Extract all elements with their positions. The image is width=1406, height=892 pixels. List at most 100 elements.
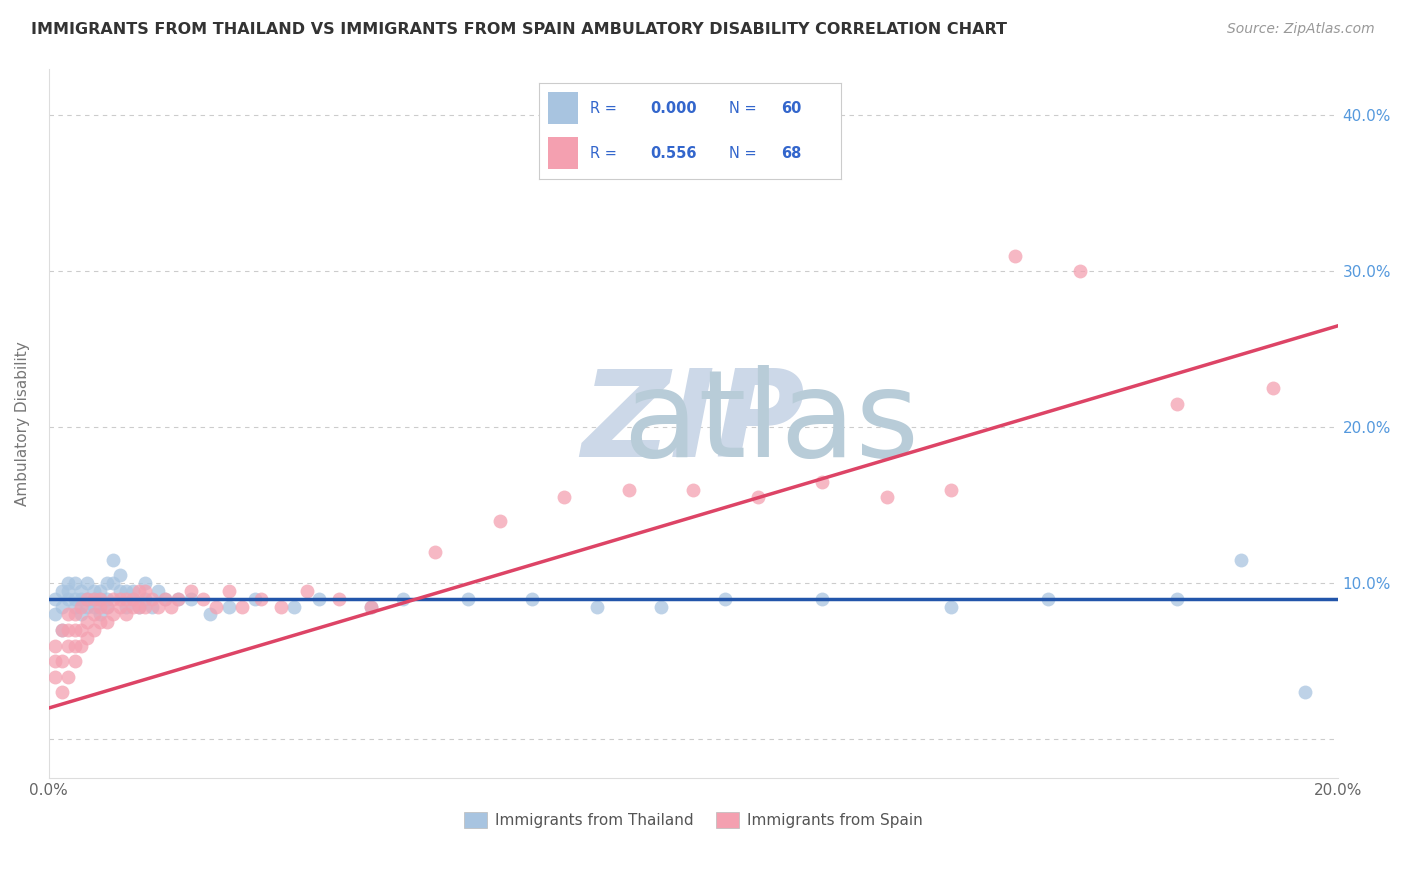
Point xyxy=(70,599,93,614)
Point xyxy=(714,591,737,606)
Point xyxy=(180,591,202,606)
Point xyxy=(205,599,228,614)
Point xyxy=(128,599,150,614)
Point xyxy=(682,483,704,497)
Point xyxy=(63,576,86,591)
Point xyxy=(89,584,111,599)
Point xyxy=(56,639,79,653)
Point xyxy=(1004,249,1026,263)
Point xyxy=(489,514,512,528)
Point xyxy=(70,607,93,622)
Point xyxy=(148,599,170,614)
Point xyxy=(250,591,273,606)
Point xyxy=(89,591,111,606)
Point xyxy=(108,591,131,606)
Point xyxy=(51,685,73,699)
Point xyxy=(1230,553,1253,567)
Text: atlas: atlas xyxy=(468,365,918,482)
Point xyxy=(63,623,86,637)
Point xyxy=(115,599,138,614)
Point xyxy=(160,599,183,614)
Point xyxy=(148,584,170,599)
Point xyxy=(650,599,672,614)
Point xyxy=(44,639,66,653)
Point xyxy=(1263,381,1285,395)
Point xyxy=(103,591,125,606)
Point xyxy=(392,591,415,606)
Legend: Immigrants from Thailand, Immigrants from Spain: Immigrants from Thailand, Immigrants fro… xyxy=(458,806,928,834)
Point xyxy=(51,654,73,668)
Point xyxy=(51,623,73,637)
Point xyxy=(1166,397,1188,411)
Point xyxy=(520,591,543,606)
Point xyxy=(44,607,66,622)
Point xyxy=(83,607,105,622)
Point xyxy=(51,584,73,599)
Point xyxy=(76,591,98,606)
Point xyxy=(585,599,607,614)
Point xyxy=(89,599,111,614)
Y-axis label: Ambulatory Disability: Ambulatory Disability xyxy=(15,341,30,506)
Point xyxy=(121,584,143,599)
Point xyxy=(63,591,86,606)
Point xyxy=(193,591,215,606)
Point xyxy=(115,591,138,606)
Point xyxy=(76,576,98,591)
Point xyxy=(108,568,131,582)
Point xyxy=(70,584,93,599)
Point xyxy=(747,491,769,505)
Point xyxy=(811,475,834,489)
Text: Source: ZipAtlas.com: Source: ZipAtlas.com xyxy=(1227,22,1375,37)
Point xyxy=(76,615,98,630)
Point xyxy=(134,599,156,614)
Point xyxy=(134,576,156,591)
Point xyxy=(308,591,330,606)
Point xyxy=(153,591,176,606)
Point xyxy=(134,584,156,599)
Point xyxy=(141,591,163,606)
Point xyxy=(96,599,118,614)
Point xyxy=(328,591,350,606)
Point xyxy=(198,607,221,622)
Point xyxy=(166,591,188,606)
Point xyxy=(295,584,318,599)
Point xyxy=(103,607,125,622)
Point xyxy=(56,576,79,591)
Point xyxy=(44,591,66,606)
Point xyxy=(121,591,143,606)
Point xyxy=(153,591,176,606)
Point xyxy=(243,591,266,606)
Point xyxy=(63,639,86,653)
Point xyxy=(89,607,111,622)
Point xyxy=(141,599,163,614)
Point xyxy=(218,599,240,614)
Point xyxy=(56,607,79,622)
Point xyxy=(108,584,131,599)
Point xyxy=(360,599,382,614)
Point xyxy=(180,584,202,599)
Point xyxy=(56,591,79,606)
Point xyxy=(425,545,447,559)
Point xyxy=(70,639,93,653)
Point xyxy=(70,623,93,637)
Point xyxy=(121,591,143,606)
Point xyxy=(76,631,98,645)
Point xyxy=(83,623,105,637)
Point xyxy=(166,591,188,606)
Text: ZIP: ZIP xyxy=(581,365,806,482)
Point xyxy=(63,599,86,614)
Point xyxy=(76,591,98,606)
Point xyxy=(56,623,79,637)
Point xyxy=(115,607,138,622)
Point xyxy=(96,599,118,614)
Point xyxy=(83,591,105,606)
Point xyxy=(617,483,640,497)
Point xyxy=(76,599,98,614)
Point xyxy=(51,623,73,637)
Point xyxy=(1166,591,1188,606)
Point xyxy=(96,591,118,606)
Point xyxy=(134,591,156,606)
Text: IMMIGRANTS FROM THAILAND VS IMMIGRANTS FROM SPAIN AMBULATORY DISABILITY CORRELAT: IMMIGRANTS FROM THAILAND VS IMMIGRANTS F… xyxy=(31,22,1007,37)
Point xyxy=(89,591,111,606)
Point xyxy=(811,591,834,606)
